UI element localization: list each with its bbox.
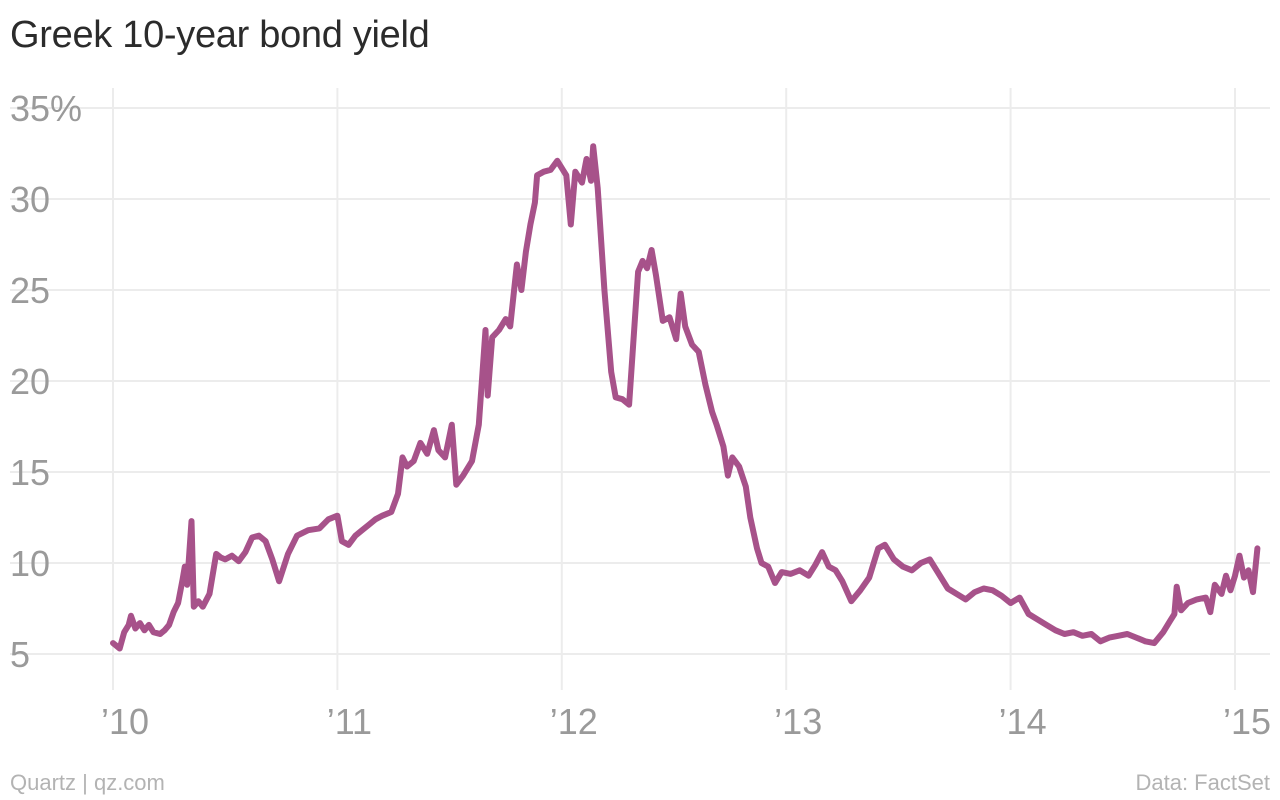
y-tick-label: 15 — [10, 452, 50, 493]
chart-title: Greek 10-year bond yield — [10, 14, 430, 56]
data-source: Data: FactSet — [1135, 770, 1270, 795]
y-axis-ticks: 35% 30 25 20 15 10 5 — [10, 88, 82, 675]
y-tick-label: 5 — [10, 634, 30, 675]
grid-layer — [10, 88, 1270, 690]
x-tick-label: ’15 — [1223, 701, 1271, 742]
x-tick-label: ’13 — [774, 701, 822, 742]
x-tick-label: ’14 — [999, 701, 1047, 742]
x-axis-ticks: ’10 ’11 ’12 ’13 ’14 ’15 — [101, 701, 1271, 742]
y-tick-label: 20 — [10, 361, 50, 402]
x-tick-label: ’11 — [327, 701, 372, 742]
x-tick-label: ’12 — [550, 701, 598, 742]
y-tick-label: 30 — [10, 179, 50, 220]
x-tick-label: ’10 — [101, 701, 149, 742]
y-tick-label: 10 — [10, 543, 50, 584]
y-tick-label: 35% — [10, 88, 82, 129]
source-credit: Quartz | qz.com — [10, 770, 165, 795]
series-layer — [110, 143, 1261, 652]
y-tick-label: 25 — [10, 270, 50, 311]
series-line — [110, 143, 1261, 652]
